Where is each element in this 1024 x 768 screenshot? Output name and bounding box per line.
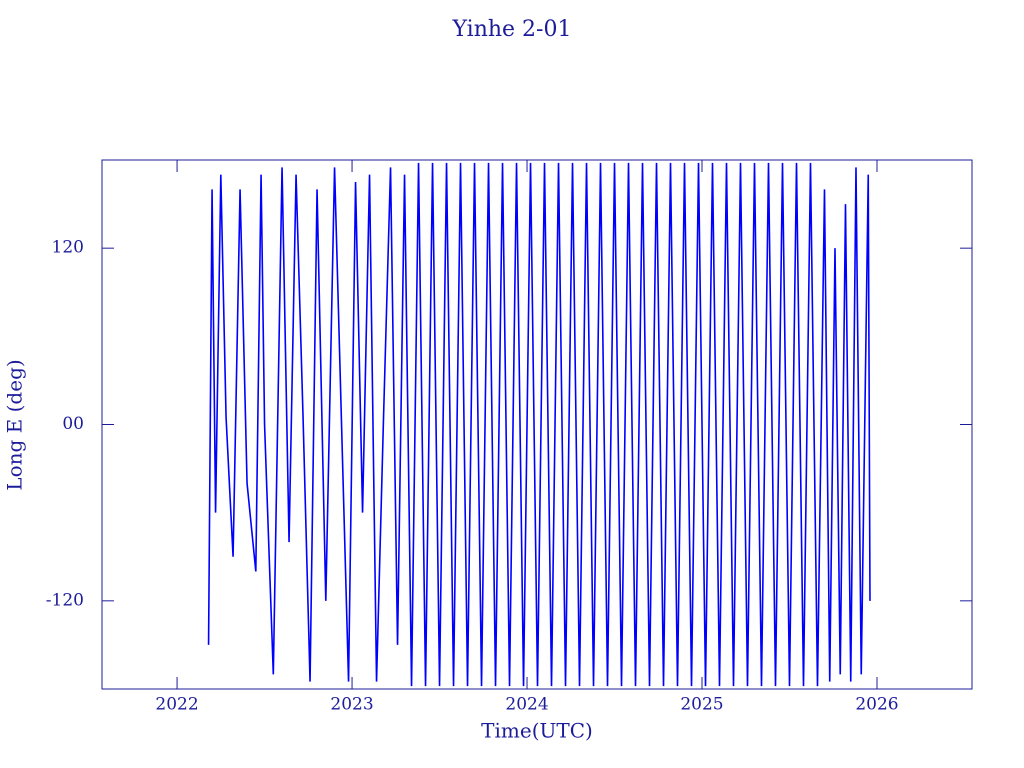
x-axis-label: Time(UTC)	[481, 719, 593, 743]
x-tick-label: 2022	[155, 695, 198, 715]
y-tick-label: 00	[62, 414, 84, 434]
x-tick-label: 2026	[855, 695, 898, 715]
chart-title: Yinhe 2-01	[452, 17, 572, 42]
x-tick-label: 2023	[330, 695, 373, 715]
y-axis-label: Long E (deg)	[3, 359, 27, 490]
x-tick-label: 2025	[680, 695, 723, 715]
series-line	[207, 162, 871, 687]
x-tick-label: 2024	[505, 695, 548, 715]
y-tick-label: 120	[52, 238, 84, 258]
y-tick-label: -120	[46, 590, 84, 610]
